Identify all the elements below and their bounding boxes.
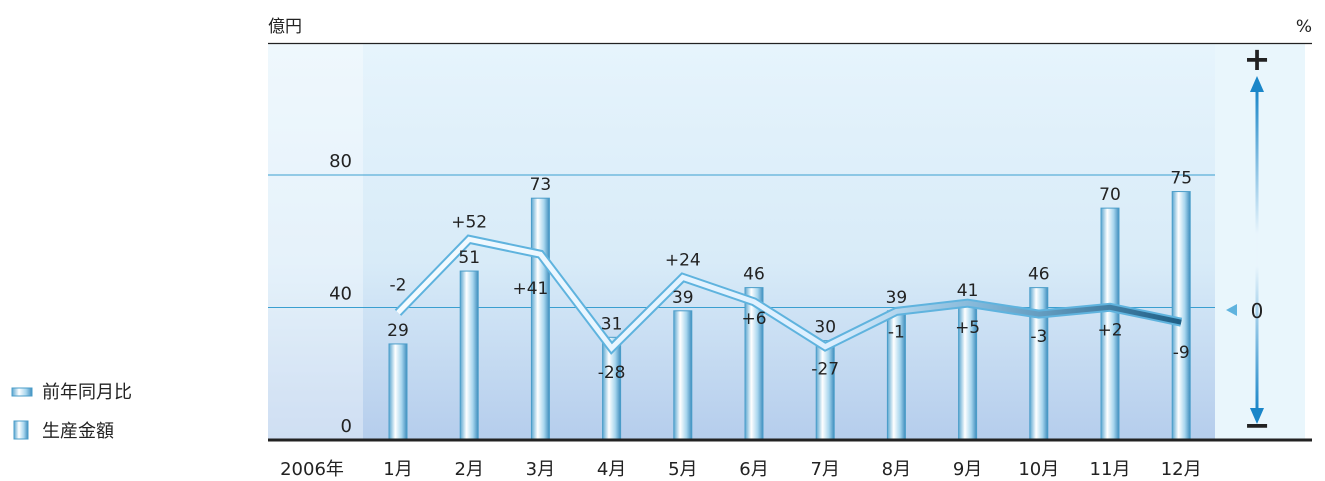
bar-value-label: 39	[886, 288, 908, 308]
right-axis-plus: +	[1244, 40, 1271, 78]
x-tick-label: 8月	[882, 459, 911, 480]
plot-background	[268, 44, 1305, 440]
legend-line-swatch	[11, 387, 33, 397]
legend-bar-swatch	[13, 420, 29, 440]
line-value-label: +6	[741, 309, 766, 329]
x-tick-label: 11月	[1090, 459, 1131, 480]
bar-value-label: 29	[387, 321, 409, 341]
line-value-label: -2	[390, 276, 407, 296]
x-tick-label: 6月	[739, 459, 768, 480]
y-tick-labels: 0 40 80	[329, 151, 352, 437]
legend-label-production: 生産金額	[42, 421, 114, 442]
bar-value-label: 70	[1099, 185, 1121, 205]
line-value-label: +52	[451, 212, 487, 232]
y-tick-label: 80	[329, 151, 352, 172]
arrow-shaft	[1255, 90, 1259, 410]
right-axis-unit: %	[1296, 17, 1312, 37]
bar	[388, 343, 408, 441]
right-axis-minus: −	[1244, 406, 1271, 444]
right-axis-indicator: + 0 −	[1226, 40, 1270, 444]
bar	[1171, 191, 1191, 441]
yoy-line-series	[394, 234, 1183, 355]
legend-item-production: 生産金額	[13, 420, 114, 442]
x-tick-label: 10月	[1018, 459, 1059, 480]
left-axis-unit: 億円	[268, 17, 302, 37]
bar	[459, 270, 479, 441]
arrow-down-head	[1250, 408, 1264, 424]
right-axis-panel	[1215, 44, 1305, 440]
x-tick-label: 12月	[1161, 459, 1202, 480]
bar	[673, 310, 693, 441]
line-value-labels: -2 +52 +41 -28 +24 +6 -27 -1 +5 -3 +2 -9	[390, 212, 1190, 383]
line-value-label: -27	[811, 360, 839, 380]
x-tick-label: 5月	[668, 459, 697, 480]
x-tick-label: 1月	[383, 459, 412, 480]
year-label: 2006年	[280, 459, 344, 480]
legend: 前年同月比 生産金額	[11, 382, 132, 442]
bar	[815, 340, 835, 441]
x-tick-label: 3月	[526, 459, 555, 480]
line-value-label: +5	[955, 318, 980, 338]
y-gridlines	[268, 174, 1215, 308]
x-tick-label: 2月	[454, 459, 483, 480]
plot-left-band	[268, 44, 363, 440]
bar-value-label: 51	[458, 248, 480, 268]
bar-value-label: 30	[814, 318, 836, 338]
x-tick-labels: 1月 2月 3月 4月 5月 6月 7月 8月 9月 10月 11月 12月	[383, 459, 1201, 480]
bar-value-label: 73	[530, 175, 552, 195]
bar-value-label: 46	[743, 265, 765, 285]
zero-marker-icon	[1226, 304, 1237, 316]
line-value-label: +41	[512, 279, 548, 299]
y-tick-label: 40	[329, 284, 352, 305]
bar	[530, 197, 550, 441]
bar-value-label: 39	[672, 288, 694, 308]
y-tick-label: 0	[341, 416, 352, 437]
right-axis-zero: 0	[1251, 299, 1264, 323]
line-value-label: -28	[598, 363, 626, 383]
line-value-label: -9	[1173, 343, 1190, 363]
bar-value-label: 41	[957, 281, 979, 301]
line-value-label: -1	[888, 322, 905, 342]
x-tick-label: 7月	[810, 459, 839, 480]
x-tick-label: 9月	[953, 459, 982, 480]
arrow-up-head	[1250, 76, 1264, 92]
bar-value-labels: 29 51 73 31 39 46 30 39 41 46 70 75	[387, 169, 1192, 341]
bar-value-label: 31	[601, 314, 623, 334]
yoy-line	[396, 236, 1182, 352]
bar-value-label: 75	[1170, 169, 1192, 189]
x-tick-label: 4月	[597, 459, 626, 480]
line-value-label: +2	[1097, 320, 1122, 340]
line-value-label: +24	[665, 250, 701, 270]
line-value-label: -3	[1030, 327, 1047, 347]
bar-value-label: 46	[1028, 265, 1050, 285]
legend-item-yoy: 前年同月比	[11, 382, 132, 403]
legend-label-yoy: 前年同月比	[42, 382, 132, 403]
